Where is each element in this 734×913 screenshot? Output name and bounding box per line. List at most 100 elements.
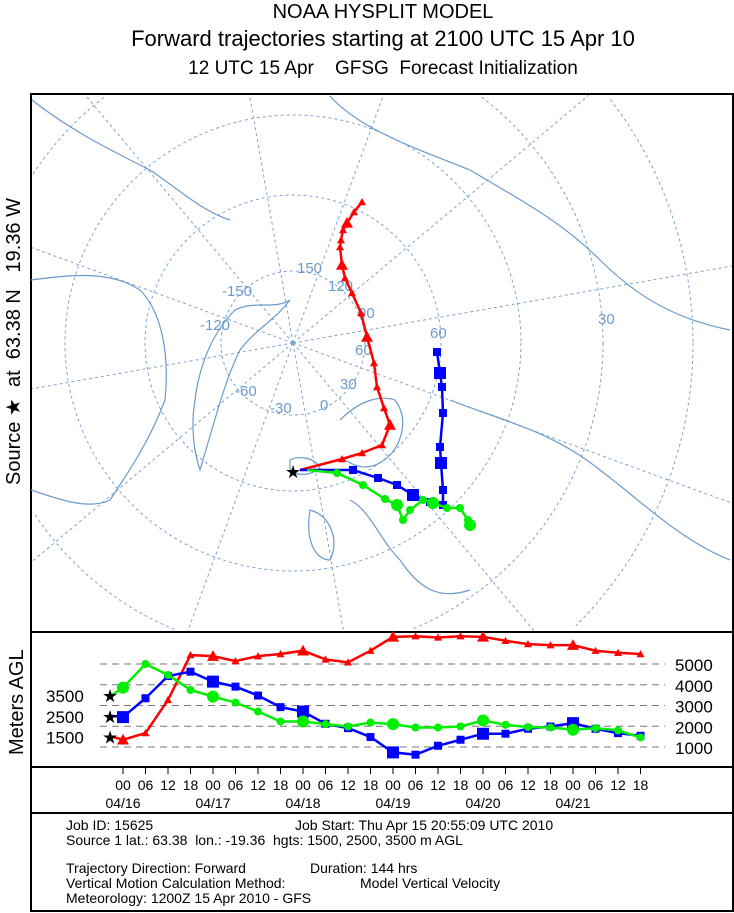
meteorology: Meteorology: 1200Z 15 Apr 2010 - GFS [66,890,311,906]
trajectory-marker [433,348,441,356]
height-point [164,695,172,704]
height-point [186,685,195,694]
height-point [366,646,375,654]
trajectory-marker [435,457,447,469]
height-point [567,723,579,736]
trajectory-marker [359,481,367,489]
svg-text:-60: -60 [235,383,257,400]
height-point [297,705,309,718]
start-star-icon: ★ [102,728,118,748]
job-id: Job ID: 15625 [66,817,153,833]
trajectory-marker [358,198,366,206]
trajectory-direction: Trajectory Direction: Forward [66,860,246,876]
trajectory-marker [419,496,427,504]
height-point [477,727,489,740]
svg-text:Source ★ at 63.38 N 19.36: Source ★ at 63.38 N 19.36 W [3,198,25,485]
x-tick-label: 18 [183,777,199,793]
x-tick-label: 00 [475,777,491,793]
svg-text:30: 30 [340,376,357,393]
info-panel [30,812,734,912]
meridian-line [292,342,344,632]
x-tick-label: 12 [250,777,266,793]
height-point [636,650,645,658]
trajectory-marker [348,289,356,297]
height-point [387,630,399,642]
trajectory-marker [380,404,388,412]
height-point [231,682,240,691]
height-point [231,657,240,665]
height-point [297,715,309,728]
height-point [141,660,150,668]
height-point [477,714,489,727]
x-tick-label: 06 [498,777,514,793]
svg-text:30: 30 [598,311,615,328]
height-point [141,729,150,737]
trajectories [299,198,476,531]
height-point [297,644,309,656]
trajectory-marker [338,455,346,463]
x-tick-label: 18 [633,777,649,793]
y-tick-label: 3000 [675,698,713,717]
meridian-line [31,342,294,562]
height-point [117,681,129,694]
trajectory-marker [427,497,439,509]
latitude-circle [575,342,694,627]
trajectory-marker [378,441,386,449]
meridian-line [292,342,535,632]
x-tick-label: 00 [295,777,311,793]
source-star-icon: ★ [285,462,301,482]
source-info: Source 1 lat.: 63.38 lon.: -19.36 hgts: … [66,832,463,848]
duration: Duration: 144 hrs [310,860,417,876]
trajectory-marker [443,504,451,512]
x-tick-label: 18 [363,777,379,793]
svg-text:0: 0 [320,397,328,414]
height-point [254,652,262,660]
height-point [207,690,219,703]
height-point [636,733,645,742]
height-point [501,720,510,729]
start-height-label: 2500 [46,708,84,727]
trajectory-marker [384,419,396,430]
height-point [546,723,555,732]
trajectory-marker [434,367,446,379]
trajectory-marker [358,449,366,457]
height-point [524,640,532,648]
height-series [111,630,645,759]
trajectory-marker [464,519,476,531]
trajectory-marker [350,208,358,216]
height-point [411,723,420,732]
trajectory-marker [439,486,447,494]
x-date-label: 04/20 [465,795,500,811]
x-tick-label: 00 [385,777,401,793]
height-point [344,722,352,731]
height-point [117,711,129,724]
trajectory-marker [406,506,414,514]
height-point [321,655,330,663]
height-point [614,648,622,656]
trajectory-marker [370,359,378,367]
x-tick-label: 12 [340,777,356,793]
start-star-icon: ★ [102,707,118,727]
svg-text:-150: -150 [222,283,252,300]
height-point [524,723,532,732]
height-point [276,717,285,726]
info-text: Job ID: 15625 Job Start: Thu Apr 15 20:5… [66,817,553,906]
time-axis: 00 06 12 18 00 06 12 18 00 06 12 18 00 06 12 18 00 06 12 18… [105,767,648,811]
trajectory-marker [393,481,401,489]
trajectory-marker [374,474,382,482]
latitude-circle [411,342,604,630]
height-point [276,650,285,658]
source-coords: at 63.38 N 19.36 W [3,198,25,387]
x-tick-label: 06 [318,777,334,793]
height-point [366,718,375,727]
height-point [456,632,465,640]
meridian-line [292,94,590,344]
height-point [117,733,129,745]
trajectory-marker [357,309,365,317]
height-point [591,646,600,654]
trajectory-marker [336,243,344,251]
height-point [456,735,465,744]
latitude-circle [64,114,522,572]
height-point [141,694,150,703]
